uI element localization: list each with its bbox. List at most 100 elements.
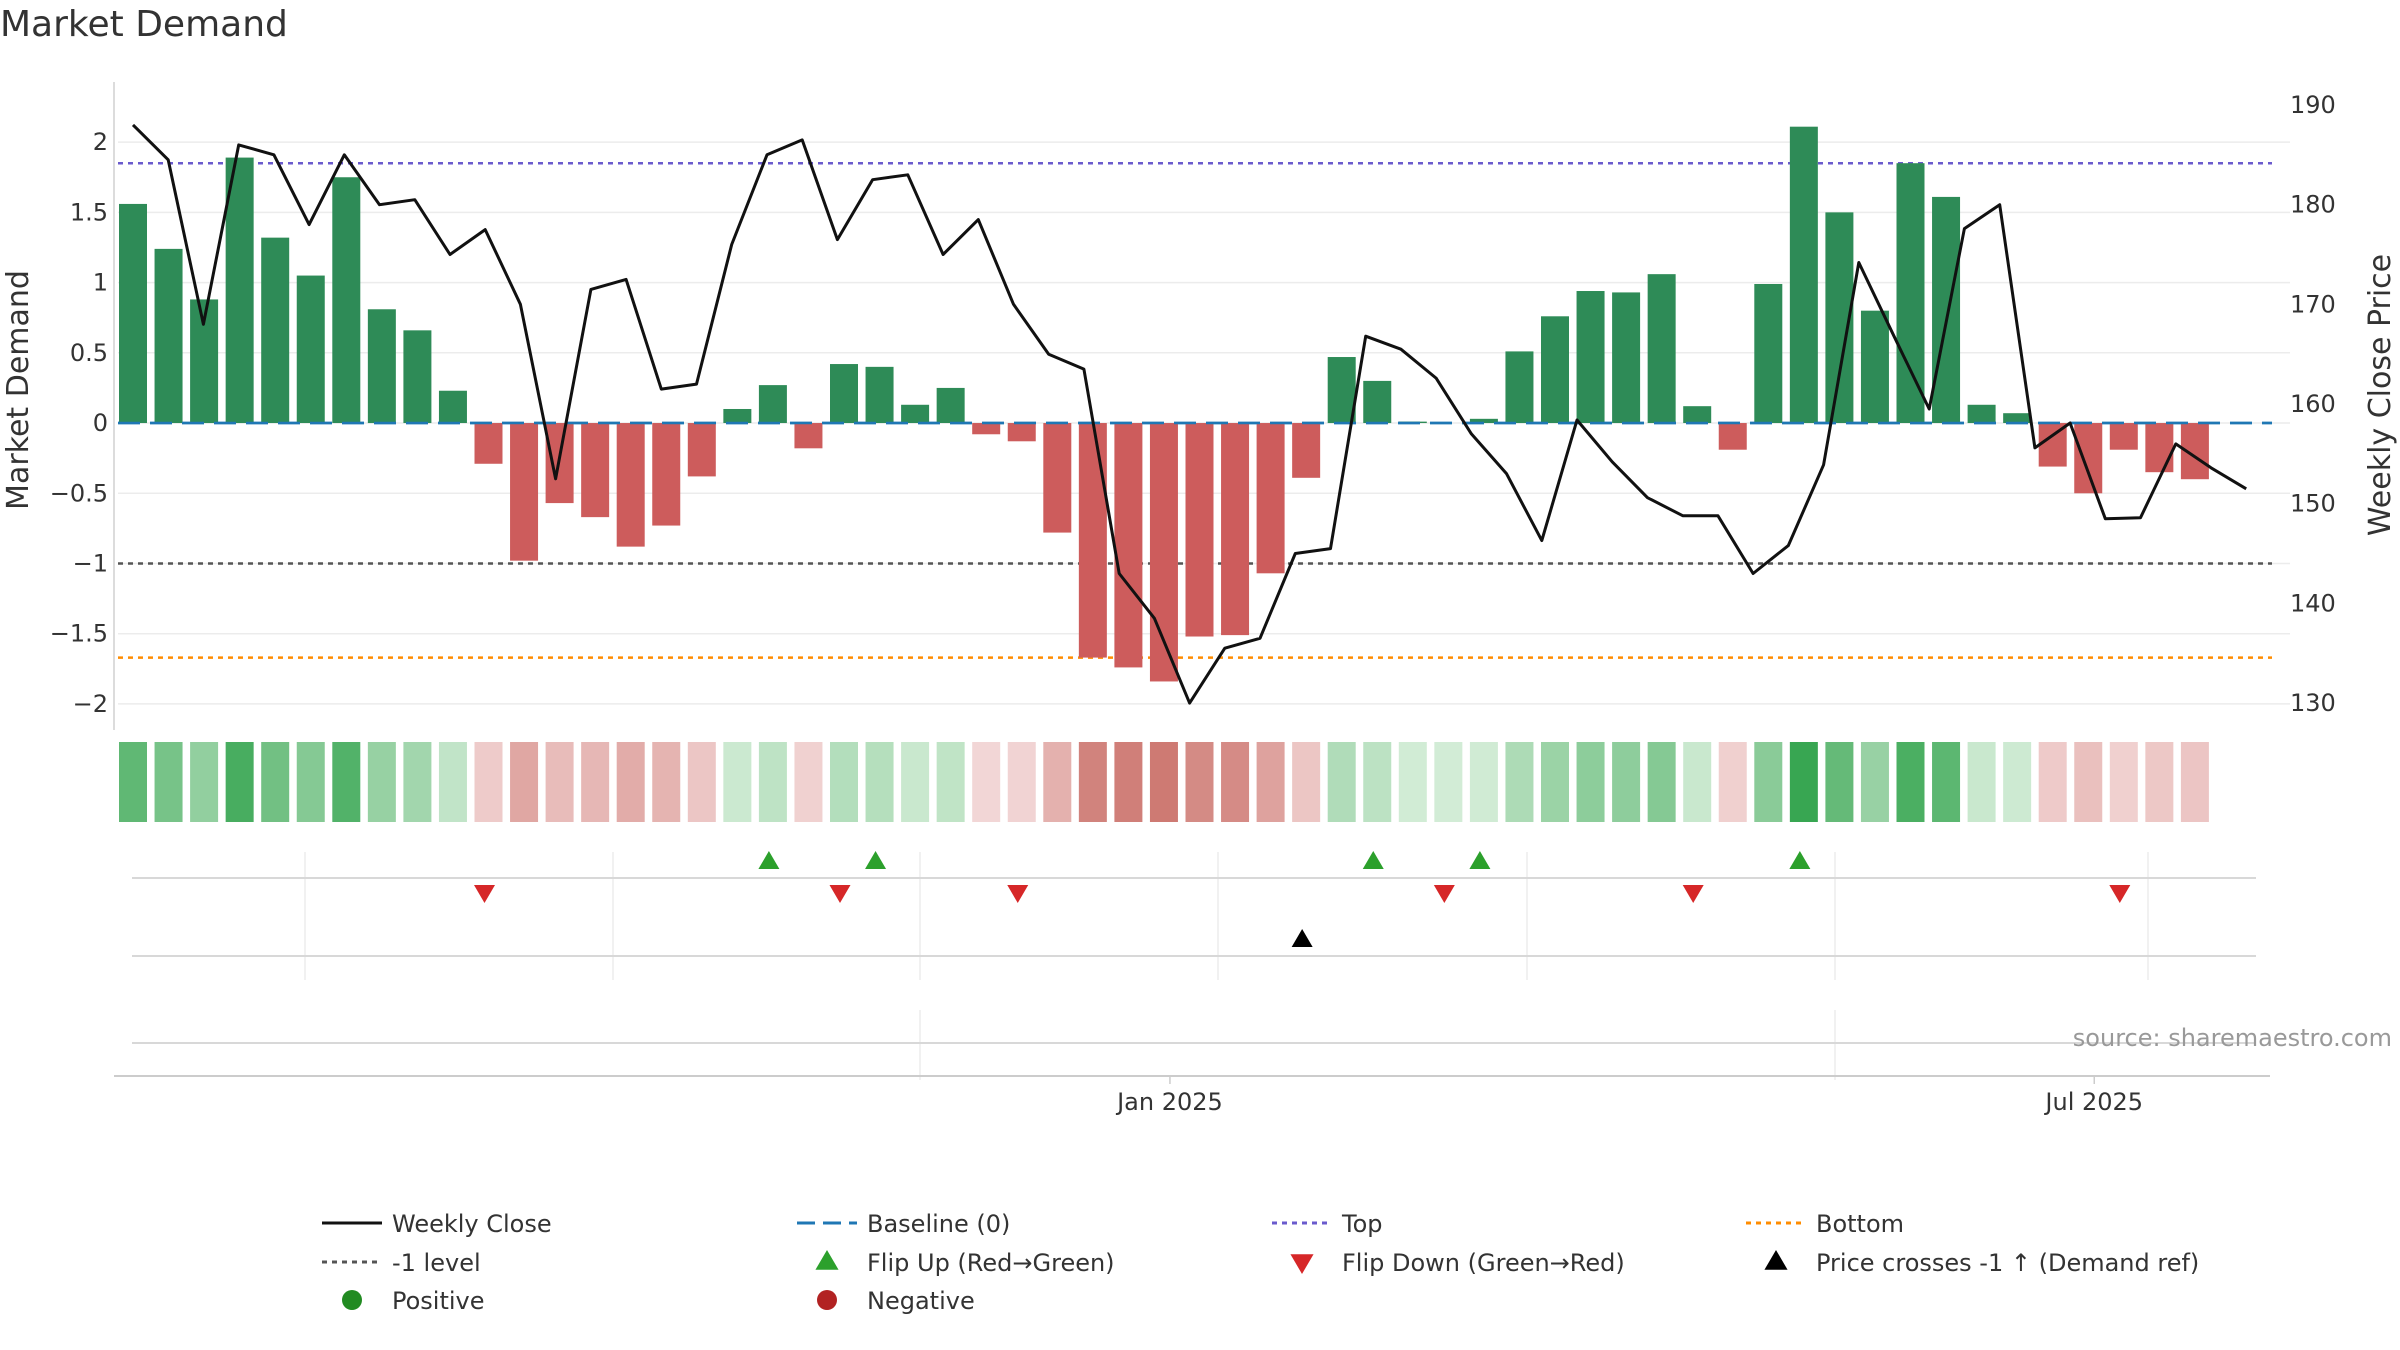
legend-item: Price crosses -1 ↑ (Demand ref) (1764, 1249, 2199, 1277)
heat-cell (758, 742, 787, 822)
heat-cell (1185, 742, 1214, 822)
demand-bar (1078, 423, 1107, 658)
demand-bar (723, 408, 752, 424)
demand-bar (1789, 126, 1818, 424)
y-axis-label-right: Weekly Close Price (2363, 254, 2398, 536)
demand-bar (1683, 406, 1712, 424)
demand-bar (1185, 423, 1214, 637)
heat-cell (616, 742, 645, 822)
demand-bar (403, 330, 432, 424)
heat-cell (830, 742, 858, 822)
heat-cell (865, 742, 894, 822)
demand-bar (438, 390, 467, 424)
x-axis: Jan 2025 Jul 2025 (1115, 1076, 2143, 1116)
heat-cell (154, 742, 183, 822)
demand-bar (1754, 283, 1783, 424)
demand-bar (474, 423, 503, 464)
heat-cell (510, 742, 539, 822)
weekly-close-line (118, 123, 2272, 705)
demand-bar (225, 157, 254, 424)
heat-cell (545, 742, 574, 822)
y-tick-label: 2 (93, 128, 108, 156)
flip-up-marker (1789, 851, 1811, 869)
legend-label: Baseline (0) (867, 1210, 1010, 1238)
heat-cell (1825, 742, 1854, 822)
y2-tick-label: 180 (2290, 191, 2336, 219)
y-axis-left: 2 1.5 1 0.5 0 −0.5 −1 −1.5 −2 (50, 128, 108, 718)
legend-item: Negative (817, 1287, 975, 1315)
heat-cell (2074, 742, 2103, 822)
legend-swatch (815, 1250, 839, 1270)
flip-down-marker (2109, 885, 2131, 903)
heat-cell (1683, 742, 1712, 822)
heat-cell (296, 742, 325, 822)
demand-bar (1469, 418, 1498, 424)
heat-cell (1327, 742, 1356, 822)
heat-cell (652, 742, 681, 822)
heat-cell (1149, 742, 1178, 822)
source-credit: source: sharemaestro.com (2073, 1024, 2392, 1052)
flip-markers-panel (132, 851, 2256, 980)
demand-bar (652, 423, 681, 526)
demand-bar (901, 404, 930, 424)
demand-bar (1967, 404, 1996, 424)
y2-tick-label: 170 (2290, 290, 2336, 318)
y-tick-label: 1 (93, 269, 108, 297)
demand-bar (1505, 351, 1534, 424)
legend-item: Weekly Close (322, 1210, 552, 1238)
demand-bar (261, 237, 290, 424)
heat-cell (972, 742, 1001, 822)
flip-down-marker (829, 885, 851, 903)
demand-bar (119, 203, 147, 424)
heat-cell (474, 742, 503, 822)
demand-bar (1647, 274, 1676, 424)
heat-cell (1789, 742, 1818, 822)
weekly-close-path (131, 123, 2247, 705)
heat-cell (438, 742, 467, 822)
y-axis-label-left: Market Demand (1, 270, 36, 510)
demand-bar (1718, 423, 1747, 450)
legend-label: Price crosses -1 ↑ (Demand ref) (1816, 1249, 2199, 1277)
legend-item: Positive (342, 1287, 485, 1315)
price-cross-panel (132, 929, 2256, 957)
heat-cell (1398, 742, 1427, 822)
heat-cell (1647, 742, 1676, 822)
legend-swatch (1764, 1250, 1788, 1270)
demand-bar (1541, 316, 1569, 424)
legend-label: Flip Up (Red→Green) (867, 1249, 1115, 1277)
flip-down-marker (1007, 885, 1029, 903)
legend-swatch (342, 1290, 362, 1310)
y-tick-label: −1 (73, 549, 108, 577)
flip-down-marker (1682, 885, 1704, 903)
demand-bar (510, 423, 539, 561)
demand-bar (687, 423, 716, 477)
demand-bar (1043, 423, 1072, 533)
heat-cell (225, 742, 254, 822)
legend-swatch (1290, 1254, 1314, 1274)
legend-item: Bottom (1746, 1210, 1904, 1238)
demand-bar (936, 387, 965, 424)
heat-cell (2038, 742, 2067, 822)
heat-cell (1256, 742, 1285, 822)
demand-bar (581, 423, 610, 518)
heat-cell (936, 742, 965, 822)
demand-bar (367, 309, 396, 424)
y2-tick-label: 130 (2290, 689, 2336, 717)
legend-item: -1 level (322, 1249, 481, 1277)
demand-bar (1007, 423, 1036, 442)
flip-down-marker (1433, 885, 1455, 903)
heat-cell (1505, 742, 1534, 822)
flip-up-marker (865, 851, 887, 869)
flip-up-marker (1362, 851, 1384, 869)
legend-label: -1 level (392, 1249, 481, 1277)
chart-title: Market Demand (0, 4, 288, 45)
heat-cell (1754, 742, 1783, 822)
y2-tick-label: 190 (2290, 91, 2336, 119)
heat-cell (332, 742, 361, 822)
demand-bar (2109, 423, 2138, 450)
heat-cell (1932, 742, 1961, 822)
demand-bar (1860, 310, 1889, 424)
y-tick-label: 1.5 (70, 198, 108, 226)
demand-bars (119, 126, 2209, 682)
heat-cell (2145, 742, 2174, 822)
